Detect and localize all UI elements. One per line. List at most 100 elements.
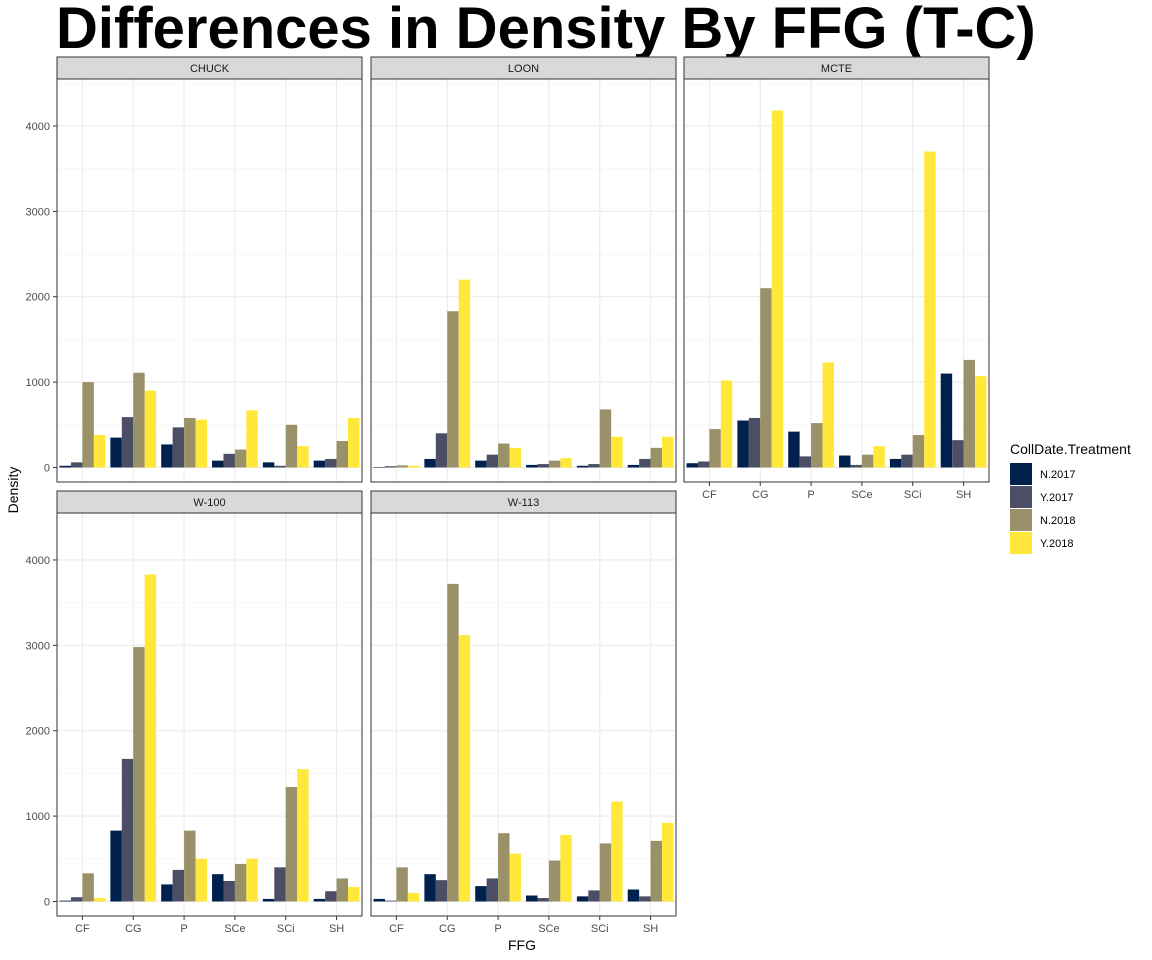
bar-loon-sce-y-2018 [560,458,572,468]
y-tick-label: 4000 [26,121,50,133]
x-tick-label: CG [439,923,456,935]
x-tick-label: SCe [224,923,245,935]
bar-w-100-sci-n-2018 [285,787,298,902]
y-tick-label: 0 [44,462,50,474]
bar-w-113-cf-n-2018 [396,867,408,902]
bar-chuck-sh-y-2017 [325,458,337,468]
bar-chuck-sci-y-2018 [297,446,309,468]
bar-chuck-p-n-2017 [161,444,173,468]
x-tick-label: SCi [904,489,922,501]
x-tick-label: P [494,923,501,935]
bar-chuck-sce-n-2017 [212,460,224,468]
x-tick-label: CG [752,489,769,501]
y-tick-label: 3000 [26,206,50,218]
bar-w-100-cg-n-2018 [133,647,145,902]
facet-panel-w-113: W-113 CF CG P SCe SCi SH [370,490,677,935]
bar-w-100-sce-y-2018 [246,858,258,902]
bar-mcte-sh-y-2018 [975,376,987,468]
bar-w-113-sce-y-2018 [560,834,572,902]
bar-w-100-sce-n-2018 [234,863,247,902]
legend-key-y-2017 [1010,486,1032,508]
bar-mcte-cf-y-2018 [720,380,733,468]
y-tick-label: 2000 [26,726,50,738]
bar-w-100-p-y-2018 [195,858,207,902]
facet-strip-label: W-100 [193,497,225,509]
x-tick-label: SCe [538,923,559,935]
x-tick-label: CF [702,489,717,501]
y-tick-label: 1000 [26,811,50,823]
bar-mcte-p-n-2017 [788,431,800,468]
y-tick-label: 2000 [26,292,50,304]
y-tick-label: 4000 [26,555,50,567]
legend-label: N.2018 [1040,515,1075,527]
bar-w-113-cg-n-2018 [447,583,459,902]
legend-label: Y.2018 [1040,538,1073,550]
x-tick-label: CF [75,923,90,935]
bar-w-100-cg-n-2017 [110,830,122,902]
bar-w-100-cg-y-2017 [121,758,134,902]
panel-border [370,512,677,917]
bar-w-100-p-n-2017 [161,884,173,902]
y-tick-label: 0 [44,896,50,908]
bar-w-113-cf-y-2017 [384,900,397,902]
bar-mcte-sci-y-2017 [901,454,913,468]
bar-w-113-sh-y-2018 [662,822,674,902]
bar-w-113-sci-n-2018 [599,843,612,902]
bar-mcte-sci-n-2017 [889,458,902,468]
bar-mcte-cg-n-2017 [737,420,749,468]
bar-w-100-sci-y-2017 [274,867,286,902]
bar-w-113-cf-y-2018 [407,892,420,902]
bar-w-100-sci-y-2018 [297,769,309,902]
bar-mcte-cf-y-2017 [697,461,710,468]
bar-mcte-sce-n-2018 [861,454,874,468]
bar-w-113-sci-y-2018 [611,801,623,902]
bar-chuck-sci-n-2017 [262,462,275,468]
x-tick-label: P [180,923,187,935]
bar-w-100-sh-n-2017 [313,898,326,902]
facet-strip-label: MCTE [821,63,852,75]
bar-chuck-sh-n-2017 [313,460,326,468]
bar-mcte-cf-n-2017 [686,463,698,468]
bar-chuck-cg-y-2017 [121,417,134,468]
bar-mcte-p-y-2017 [799,456,812,468]
bar-w-100-sh-n-2018 [336,878,349,902]
bar-w-113-p-y-2018 [509,853,521,902]
bar-w-100-cf-n-2018 [82,873,94,902]
bar-w-113-cg-y-2017 [435,880,448,902]
bar-mcte-sce-n-2017 [839,455,851,468]
bar-mcte-p-y-2018 [822,362,834,468]
legend-key-n-2018 [1010,509,1032,531]
facet-panel-chuck: CHUCK 0 1000 2000 3000 4000 [26,56,363,483]
bar-w-113-sh-n-2018 [650,840,663,902]
bar-loon-sh-y-2018 [662,436,674,468]
bar-chuck-p-y-2017 [172,427,185,468]
legend-title: CollDate.Treatment [1010,441,1131,457]
bar-mcte-p-n-2018 [811,423,823,468]
facet-strip-label: LOON [508,63,539,75]
bar-mcte-cg-y-2017 [748,417,761,468]
x-tick-label: CF [389,923,404,935]
bar-mcte-sh-n-2017 [940,373,953,468]
legend-key-y-2018 [1010,532,1032,554]
facet-panel-w-100: W-100 0 1000 2000 3000 4000 CF CG P SCe SCi SH [26,490,363,935]
bar-mcte-cf-n-2018 [709,429,721,468]
bar-loon-sh-n-2017 [627,464,640,468]
bar-w-100-cf-n-2017 [59,900,71,902]
bar-w-100-sce-y-2017 [223,880,235,902]
bar-loon-cf-y-2018 [407,465,420,468]
panel-border [370,78,677,483]
y-tick-label: 3000 [26,640,50,652]
bar-loon-sce-n-2017 [526,464,538,468]
bar-loon-cg-n-2017 [424,458,436,468]
bar-chuck-cg-n-2018 [133,372,145,468]
bar-chuck-sci-y-2017 [274,465,286,468]
panel-border [56,78,363,483]
x-tick-label: SH [643,923,658,935]
bar-chuck-sce-y-2017 [223,453,235,468]
x-tick-label: SH [956,489,971,501]
bar-w-113-sce-y-2017 [537,898,549,902]
bar-loon-sci-y-2017 [588,464,600,468]
bar-loon-cf-n-2017 [373,467,385,468]
panel-border [683,78,990,483]
